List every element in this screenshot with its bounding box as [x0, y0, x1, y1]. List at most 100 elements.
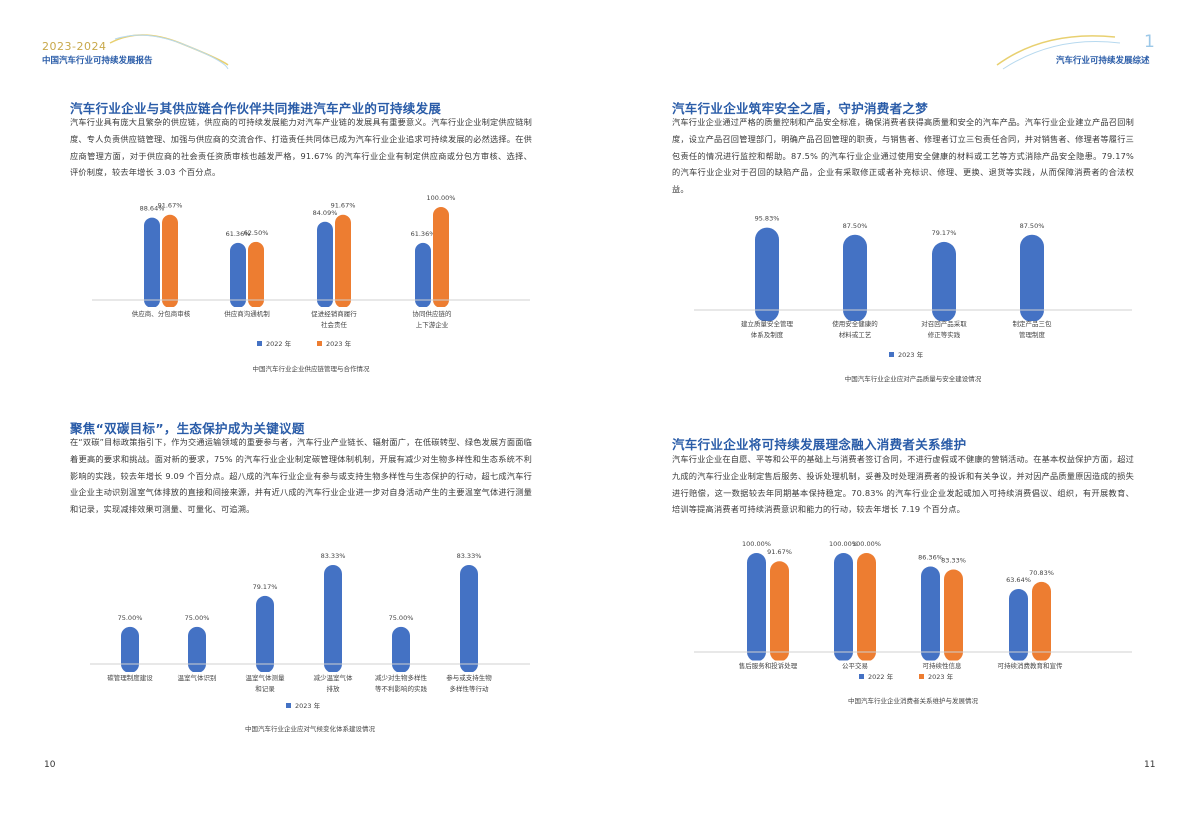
category-label: 减少温室气体排放 [314, 673, 354, 693]
category-label: 售后服务和投诉处理 [739, 661, 798, 670]
legend-swatch [859, 674, 864, 679]
bar [1009, 588, 1028, 662]
section-title-consumer: 汽车行业企业将可持续发展理念融入消费者关系维护 [672, 437, 967, 452]
bar [121, 626, 139, 673]
bar [317, 221, 333, 308]
chart-title: 中国汽车行业企业应对气候变化体系建设情况 [245, 724, 376, 733]
data-label: 83.33% [941, 557, 966, 565]
bar [747, 553, 766, 662]
section-title-safety: 汽车行业企业筑牢安全之盾，守护消费者之梦 [672, 101, 929, 116]
category-label: 公平交易 [842, 661, 868, 670]
bar [248, 241, 264, 308]
data-label: 100.00% [742, 540, 771, 548]
bar [335, 214, 351, 308]
bar [415, 242, 431, 308]
data-label: 91.67% [331, 202, 356, 210]
axis-mask [90, 672, 530, 690]
data-label: 87.50% [1020, 222, 1045, 230]
category-label: 可持续消费教育和宣传 [998, 661, 1064, 670]
category-label: 使用安全健康的材料或工艺 [832, 319, 878, 339]
bar [1020, 234, 1044, 322]
bar [324, 564, 342, 673]
bar [932, 241, 956, 322]
data-label: 63.64% [1006, 576, 1031, 584]
data-label: 100.00% [829, 540, 858, 548]
category-label: 可持续性信息 [923, 661, 963, 670]
legend-label: 2022 年 [266, 339, 292, 348]
section-body-consumer: 汽车行业企业在自愿、平等和公平的基础上与消费者签订合同，不进行虚假或不健康的营销… [672, 454, 1134, 515]
header-swoosh-left [109, 34, 229, 70]
bar [770, 561, 789, 662]
bar [944, 569, 963, 662]
chart-title: 中国汽车行业企业应对产品质量与安全建设情况 [845, 374, 982, 383]
section-title-carbon: 聚焦“双碳目标”，生态保护成为关键议题 [70, 421, 305, 436]
category-label: 温室气体测量和记录 [246, 673, 286, 693]
chart-title: 中国汽车行业企业消费者关系维护与发展情况 [848, 696, 979, 705]
bar [460, 564, 478, 673]
data-label: 75.00% [389, 614, 414, 622]
category-label: 温室气体识别 [178, 673, 217, 682]
legend-label: 2023 年 [928, 672, 954, 681]
report-title: 中国汽车行业可持续发展报告 [42, 56, 153, 66]
chart-title: 中国汽车行业企业供应链管理与合作情况 [253, 364, 371, 373]
category-label: 制定产品三包管理制度 [1013, 319, 1053, 339]
data-label: 83.33% [321, 552, 346, 560]
data-label: 61.36% [226, 230, 251, 238]
legend-swatch [889, 352, 894, 357]
data-label: 100.00% [427, 194, 456, 202]
data-label: 91.67% [767, 548, 792, 556]
section-body-carbon: 在“双碳”目标政策指引下，作为交通运输领域的重要参与者，汽车行业产业链长、辐射面… [70, 437, 532, 515]
axis-mask [92, 307, 530, 323]
category-label: 碳管理制度建设 [107, 673, 153, 682]
category-label: 建立质量安全管理体系及制度 [741, 319, 794, 339]
legend-swatch [317, 341, 322, 346]
bar [857, 553, 876, 662]
bar [392, 626, 410, 673]
data-label: 86.36% [918, 554, 943, 562]
bar [1032, 581, 1051, 662]
data-label: 88.64% [140, 205, 165, 213]
section-body-supply-chain: 汽车行业具有庞大且繁杂的供应链，供应商的可持续发展能力对汽车产业链的发展具有重要… [70, 117, 532, 178]
legend-label: 2023 年 [898, 350, 924, 359]
report-years: 2023-2024 [42, 40, 107, 53]
data-label: 75.00% [118, 614, 143, 622]
legend-swatch [257, 341, 262, 346]
data-label: 84.09% [313, 209, 338, 217]
category-label: 供应商沟通机制 [224, 309, 270, 318]
bar [433, 207, 449, 308]
bar [162, 214, 178, 308]
data-label: 95.83% [755, 215, 780, 223]
chapter-title: 汽车行业可持续发展综述 [1056, 56, 1150, 66]
category-label: 对召回产品采取修正等实践 [921, 319, 967, 339]
bar [921, 566, 940, 662]
category-label: 促进经销商履行社会责任 [311, 309, 357, 329]
data-label: 70.83% [1029, 569, 1054, 577]
data-label: 75.00% [185, 614, 210, 622]
bar [843, 234, 867, 322]
axis-mask [694, 660, 1132, 680]
legend-label: 2023 年 [295, 701, 321, 710]
category-label: 协同供应链的上下游企业 [413, 309, 453, 329]
section-title-supply-chain: 汽车行业企业与其供应链合作伙伴共同推进汽车产业的可持续发展 [70, 101, 442, 116]
legend-swatch [919, 674, 924, 679]
category-label: 减少对生物多样性等不利影响的实践 [375, 673, 428, 693]
legend-swatch [286, 703, 291, 708]
header-swoosh-right [996, 35, 1121, 70]
data-label: 87.50% [843, 222, 868, 230]
data-label: 83.33% [457, 552, 482, 560]
bar [256, 595, 274, 673]
page-number-left: 10 [44, 760, 56, 770]
data-label: 62.50% [244, 229, 269, 237]
bar [755, 227, 779, 322]
data-label: 61.36% [411, 230, 436, 238]
bar [834, 553, 853, 662]
section-body-safety: 汽车行业企业通过严格的质量控制和产品安全标准，确保消费者获得高质量和安全的汽车产… [672, 117, 1134, 195]
legend-label: 2023 年 [326, 339, 352, 348]
chapter-number: 1 [1144, 32, 1155, 52]
data-label: 79.17% [932, 229, 957, 237]
page-number-right: 11 [1144, 760, 1156, 770]
axis-mask [694, 321, 1132, 345]
category-label: 参与或支持生物多样性等行动 [446, 673, 492, 693]
data-label: 91.67% [158, 202, 183, 210]
